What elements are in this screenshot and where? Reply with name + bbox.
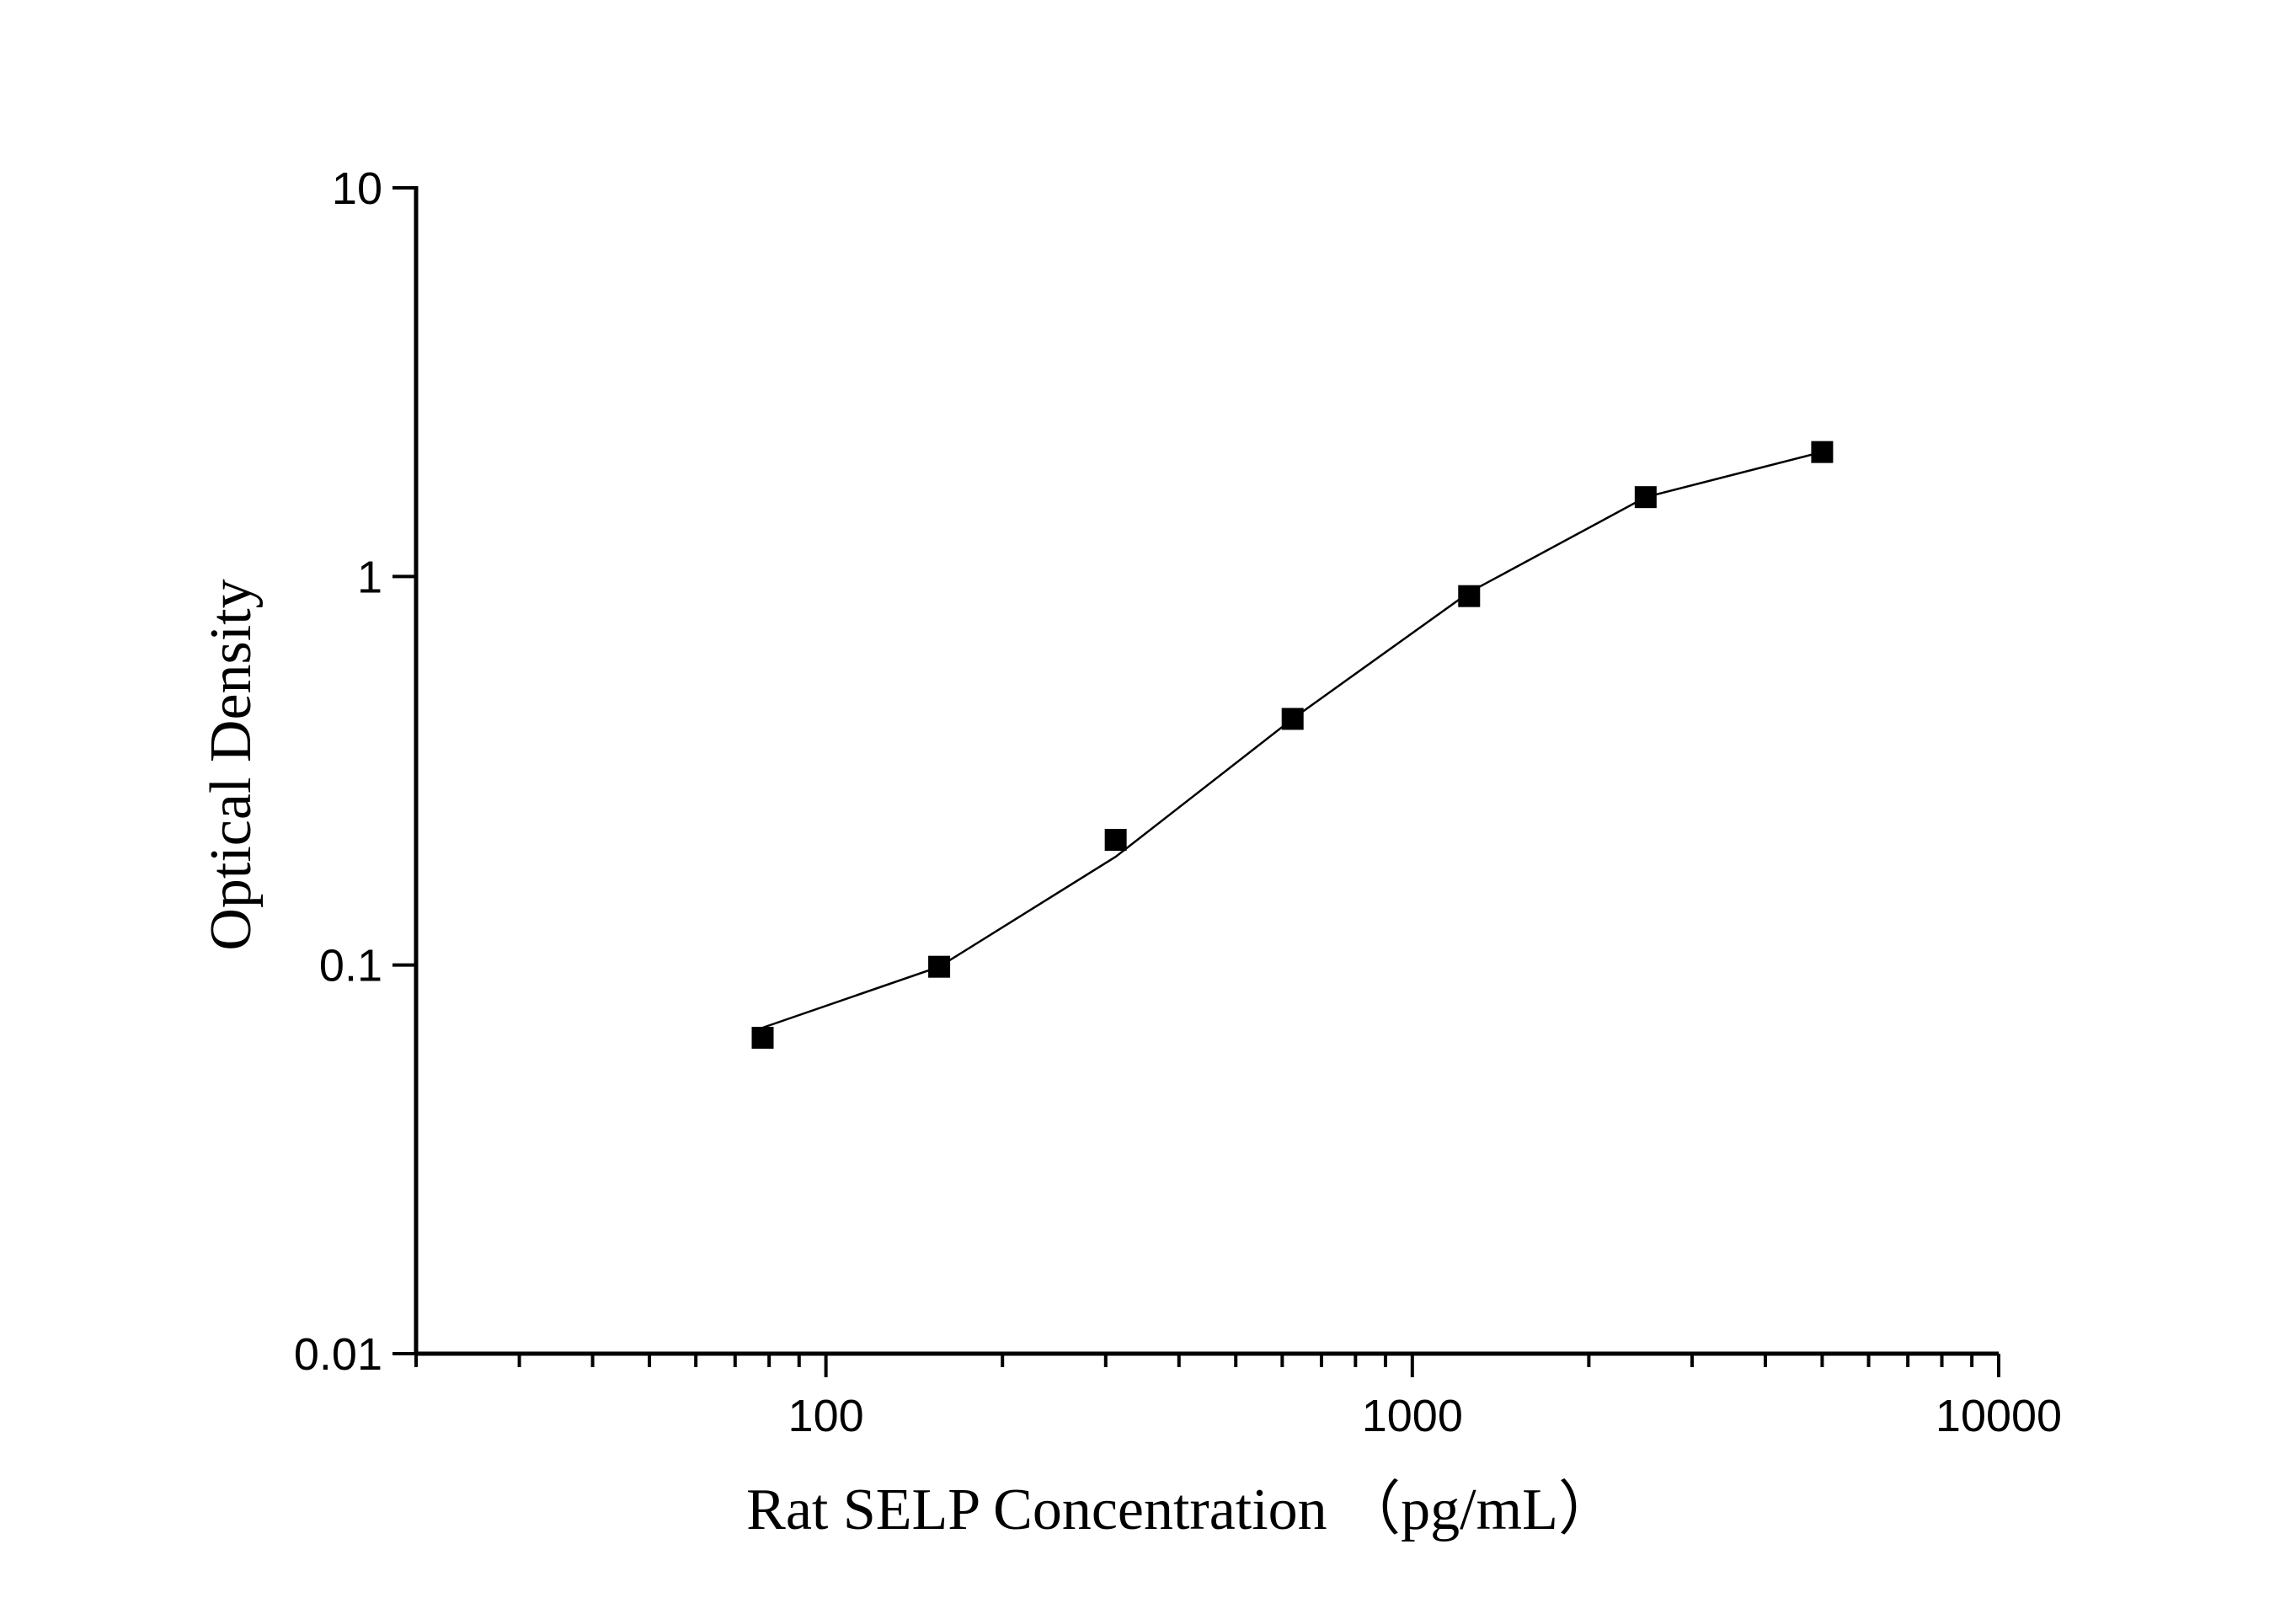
axes: 100 1000 10000 0.01 0.1 1 10 [294, 163, 2062, 1441]
data-point-marker [1104, 829, 1127, 852]
data-point-marker [928, 955, 951, 978]
data-point-marker [1458, 585, 1481, 607]
x-tick-label: 1000 [1362, 1391, 1463, 1441]
plot-area [751, 441, 1834, 1049]
data-point-marker [751, 1026, 774, 1049]
y-tick-label: 1 [357, 552, 382, 602]
data-point-marker [1811, 441, 1834, 463]
data-point-marker [1281, 708, 1304, 730]
data-point-marker [1634, 486, 1657, 509]
x-tick-label: 100 [788, 1391, 864, 1441]
fit-curve-line [762, 451, 1823, 1029]
y-tick-label: 10 [332, 163, 382, 214]
y-tick-label: 0.1 [319, 941, 382, 991]
x-axis-title: Rat SELP Concentration （pg/mL） [746, 1477, 1617, 1542]
y-axis-title: Optical Density [199, 579, 264, 950]
x-tick-label: 10000 [1936, 1391, 2062, 1441]
y-tick-label: 0.01 [294, 1329, 382, 1380]
